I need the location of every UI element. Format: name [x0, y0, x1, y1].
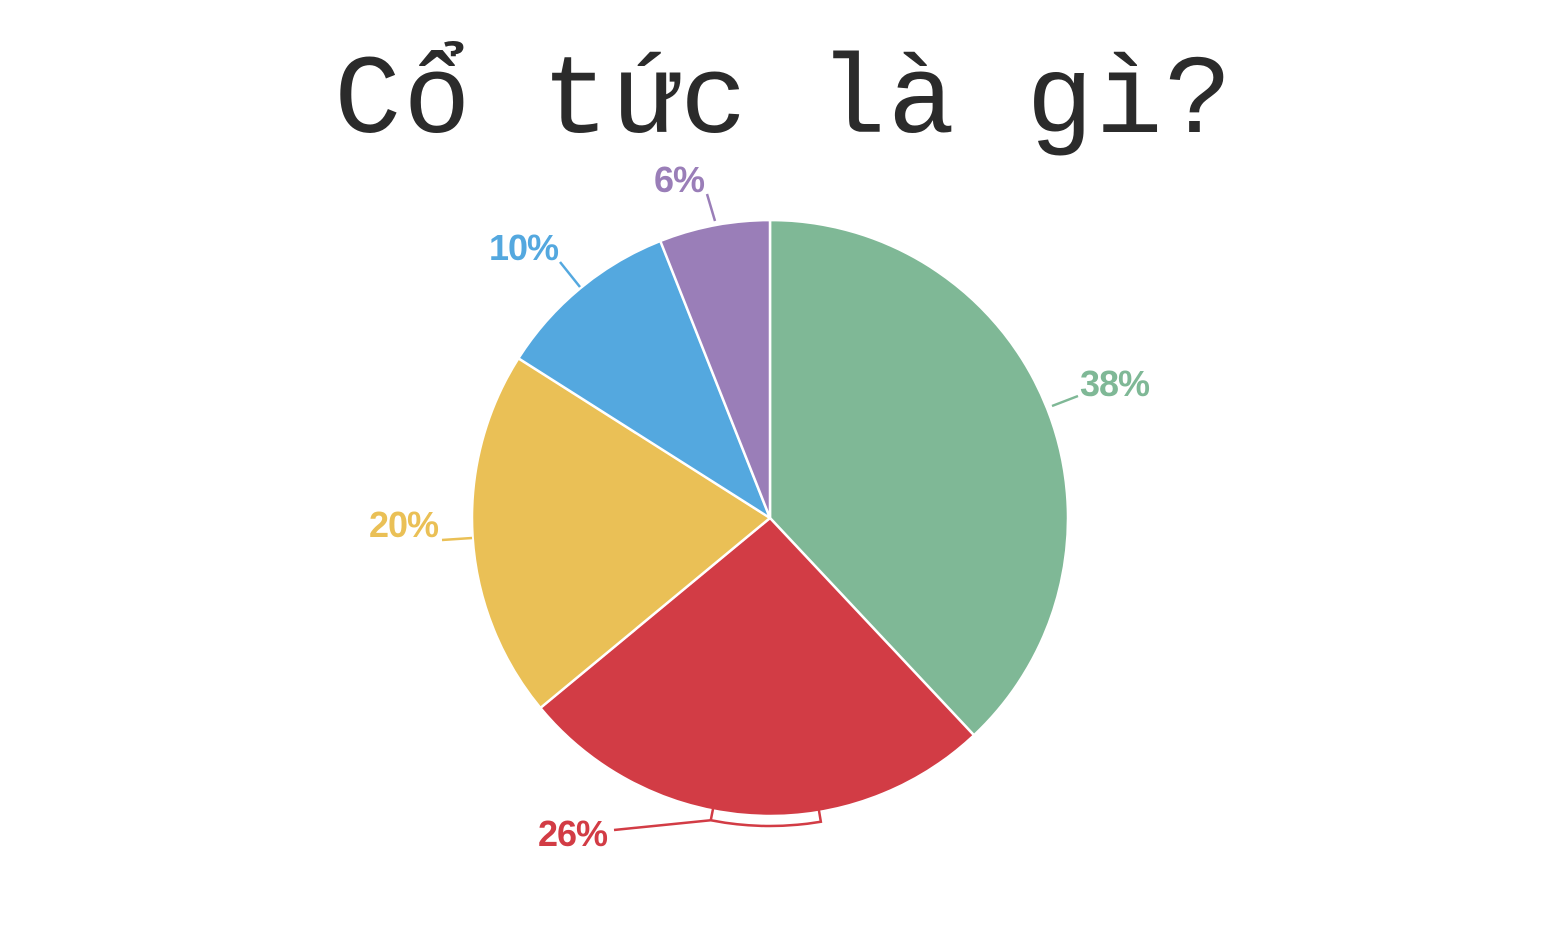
pie-slice [659, 218, 772, 520]
pie-slice [517, 239, 772, 520]
leader-line [613, 819, 711, 832]
pie-slice [470, 357, 772, 710]
slice-data-label: 10% [489, 227, 559, 268]
slice-data-label: 38% [1080, 363, 1150, 404]
pie-slice [539, 516, 976, 818]
leader-line [1051, 394, 1079, 408]
pie-slices [470, 218, 1070, 818]
leader-line [441, 536, 473, 542]
chart-title: Cổ tức là gì? [334, 39, 1234, 166]
leader-bracket [709, 808, 823, 828]
leader-lines [441, 193, 1079, 832]
pie-slice [768, 218, 1070, 737]
leader-line [705, 193, 717, 222]
data-labels: 38% 26% 20% 10% 6% [369, 159, 1151, 854]
slice-data-label: 26% [538, 813, 608, 854]
leader-line [559, 261, 581, 288]
slice-data-label: 20% [369, 504, 439, 545]
slice-data-label: 6% [654, 159, 705, 200]
